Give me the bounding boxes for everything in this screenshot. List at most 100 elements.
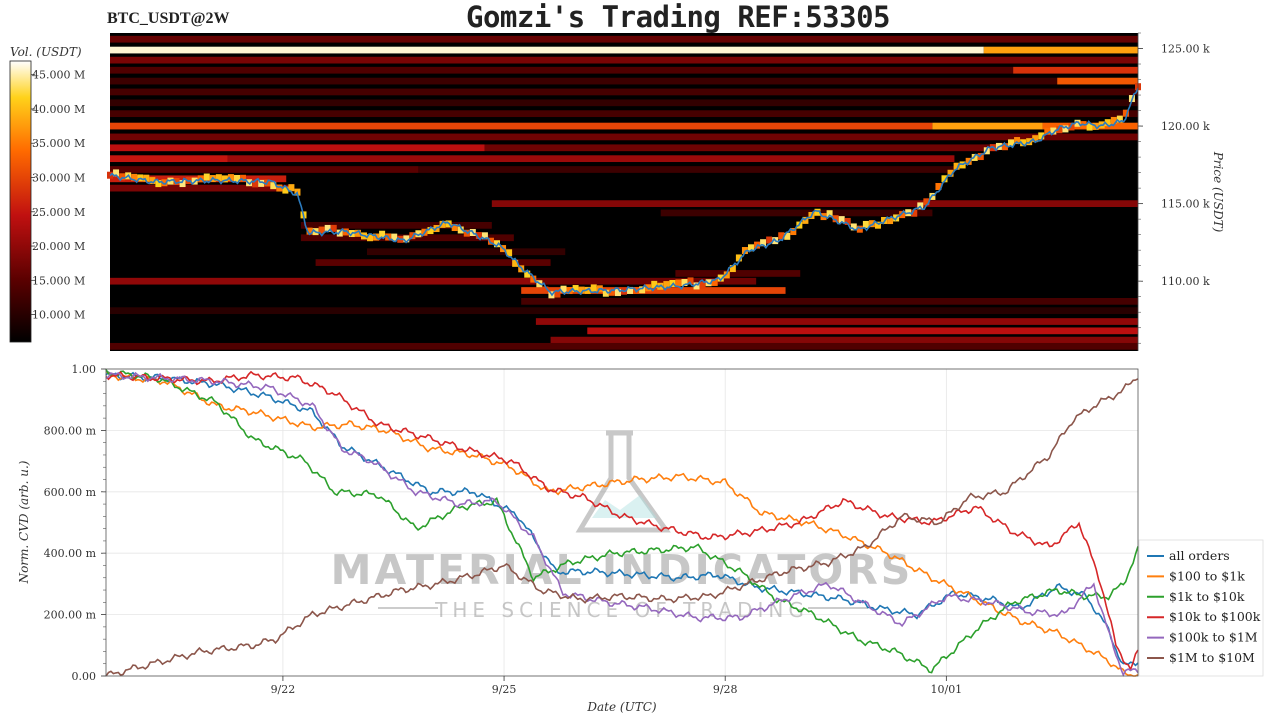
heatmap-price-cell xyxy=(856,225,863,233)
heatmap-band xyxy=(550,336,1138,344)
legend-entry[interactable]: $100 to $1k xyxy=(1169,568,1245,583)
cvd-y-tick-label: 1.00 xyxy=(72,363,97,376)
heatmap-panel[interactable]: 125.00 k 120.00 k 115.00 k 110.00 k Price (… xyxy=(107,32,1225,351)
heatmap-price-cell xyxy=(1020,139,1027,147)
heatmap-price-cell xyxy=(881,216,888,224)
heatmap-price-cell xyxy=(735,254,742,262)
heatmap-price-cell xyxy=(1008,139,1015,147)
heatmap-price-cell xyxy=(790,228,797,236)
colorbar-tick-label: 15.000 M xyxy=(32,274,85,287)
heatmap-price-cell xyxy=(965,157,972,165)
price-axis-label: Price (USDT) xyxy=(1211,151,1225,233)
heatmap-price-cell xyxy=(778,232,785,240)
heatmap-price-cell xyxy=(729,265,736,273)
legend[interactable]: all orders $100 to $1k $1k to $10k $10k to … xyxy=(1138,539,1264,677)
heatmap-price-cell xyxy=(687,277,694,285)
heatmap-price-cell xyxy=(844,217,851,225)
heatmap-price-cell xyxy=(663,281,670,289)
heatmap-price-cell xyxy=(1014,137,1021,145)
heatmap-price-cell xyxy=(119,173,126,181)
heatmap-price-cell xyxy=(1044,127,1051,135)
heatmap-price-cell xyxy=(530,275,537,283)
heatmap-price-cell xyxy=(1086,123,1093,131)
heatmap-price-cell xyxy=(747,244,754,252)
heatmap-price-cell xyxy=(947,169,954,177)
x-tick-label: 10/01 xyxy=(930,683,962,696)
cvd-y-tick-label: 400.00 m xyxy=(44,547,97,560)
heatmap-price-cell xyxy=(494,240,501,248)
heatmap-price-cell xyxy=(868,220,875,228)
heatmap-price-cell xyxy=(330,224,337,232)
heatmap-price-cell xyxy=(457,226,464,234)
heatmap-price-cell xyxy=(1068,123,1075,131)
cvd-y-tick-label: 0.00 xyxy=(72,670,97,683)
heatmap-price-cell xyxy=(288,184,295,192)
heatmap-band xyxy=(227,155,955,163)
heatmap-price-cell xyxy=(681,278,688,286)
heatmap-price-cell xyxy=(240,174,247,182)
legend-entry[interactable]: $100k to $1M xyxy=(1169,630,1258,645)
heatmap-band xyxy=(418,166,955,173)
heatmap-band xyxy=(110,133,1138,141)
cvd-series-line xyxy=(105,371,1139,677)
heatmap-price-cell xyxy=(614,289,621,297)
cvd-series-line xyxy=(105,369,1139,674)
heatmap-price-cell xyxy=(693,282,700,290)
heatmap-price-cell xyxy=(379,230,386,238)
heatmap-price-cell xyxy=(760,239,767,247)
heatmap-price-cell xyxy=(221,175,228,183)
heatmap-price-cell xyxy=(784,232,791,240)
heatmap-price-cell xyxy=(233,174,240,182)
heatmap-price-cell xyxy=(1050,127,1057,135)
heatmap-band xyxy=(110,184,294,192)
heatmap-band xyxy=(110,77,1058,85)
heatmap-band xyxy=(491,200,1138,208)
heatmap-price-cell xyxy=(161,179,168,187)
heatmap-price-cell xyxy=(451,224,458,232)
heatmap-band xyxy=(367,248,566,256)
cvd-panel[interactable]: MATERIAL INDICATORS THE SCIENCE OF TRADI… xyxy=(17,363,1139,714)
cvd-y-tick-label: 800.00 m xyxy=(44,424,97,437)
colorbar-tick-label: 35.000 M xyxy=(32,137,85,150)
colorbar-tick-label: 30.000 M xyxy=(32,172,85,185)
heatmap-price-cell xyxy=(506,249,513,257)
heatmap-band xyxy=(110,166,419,173)
heatmap-price-cell xyxy=(1062,125,1069,133)
heatmap-price-cell xyxy=(318,226,325,234)
heatmap-price-cell xyxy=(590,284,597,292)
heatmap-price-cell xyxy=(524,270,531,278)
heatmap-price-cell xyxy=(1056,126,1063,134)
heatmap-band xyxy=(110,66,1014,74)
heatmap-price-cell xyxy=(651,280,658,288)
heatmap-price-cell xyxy=(173,178,180,186)
heatmap-price-cell xyxy=(554,290,561,298)
heatmap-price-cell xyxy=(826,210,833,218)
legend-entry[interactable]: $10k to $100k xyxy=(1169,609,1261,624)
heatmap-price-cell xyxy=(578,286,585,294)
heatmap-price-cell xyxy=(971,153,978,161)
colorbar-tick-label: 20.000 M xyxy=(32,240,85,253)
heatmap-price-cell xyxy=(227,174,234,182)
x-axis-label: Date (UTC) xyxy=(586,700,656,714)
heatmap-price-cell xyxy=(276,184,283,192)
heatmap-price-cell xyxy=(874,221,881,229)
heatmap-price-cell xyxy=(602,289,609,297)
heatmap-price-cell xyxy=(639,286,646,294)
heatmap-band xyxy=(110,144,485,152)
heatmap-price-cell xyxy=(766,236,773,244)
heatmap-band xyxy=(484,144,999,152)
heatmap-price-cell xyxy=(699,281,706,289)
heatmap-price-cell xyxy=(802,216,809,224)
heatmap-price-cell xyxy=(354,229,361,237)
heatmap-price-cell xyxy=(282,186,289,194)
legend-entry[interactable]: $1k to $10k xyxy=(1169,589,1245,604)
heatmap-price-cell xyxy=(439,220,446,228)
heatmap-price-cell xyxy=(1116,115,1123,123)
cvd-series-line xyxy=(105,370,1139,677)
heatmap-price-cell xyxy=(258,179,265,187)
heatmap-band xyxy=(675,270,801,277)
legend-entry[interactable]: $1M to $10M xyxy=(1169,650,1255,665)
heatmap-price-cell xyxy=(203,173,210,181)
legend-entry[interactable]: all orders xyxy=(1169,548,1230,563)
